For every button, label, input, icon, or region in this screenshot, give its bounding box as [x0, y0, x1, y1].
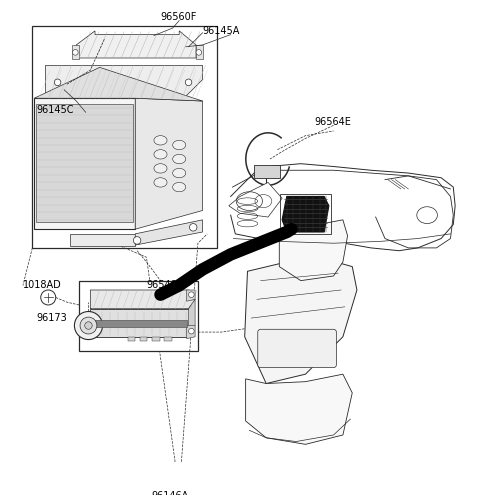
- Bar: [32, 26, 216, 248]
- FancyBboxPatch shape: [258, 329, 336, 368]
- Bar: [93, 320, 187, 327]
- Polygon shape: [196, 45, 203, 59]
- Bar: [152, 337, 159, 342]
- Bar: [254, 165, 280, 178]
- Ellipse shape: [173, 168, 186, 178]
- Circle shape: [189, 328, 194, 334]
- Ellipse shape: [173, 183, 186, 192]
- Bar: [36, 104, 133, 222]
- Bar: [280, 194, 331, 234]
- Circle shape: [185, 79, 192, 86]
- Circle shape: [72, 50, 78, 55]
- Bar: [79, 281, 198, 351]
- Circle shape: [190, 224, 197, 231]
- Ellipse shape: [154, 149, 167, 159]
- Polygon shape: [76, 31, 196, 58]
- Text: 1018AD: 1018AD: [23, 280, 62, 290]
- Circle shape: [189, 292, 194, 297]
- Circle shape: [133, 237, 141, 244]
- Polygon shape: [282, 197, 329, 232]
- Circle shape: [54, 79, 61, 86]
- Text: 96173: 96173: [36, 313, 67, 323]
- Polygon shape: [187, 326, 195, 339]
- Polygon shape: [90, 290, 195, 309]
- Ellipse shape: [154, 136, 167, 145]
- Polygon shape: [46, 65, 203, 98]
- Text: 96540: 96540: [146, 280, 177, 290]
- Circle shape: [41, 290, 56, 305]
- Text: 96146A: 96146A: [151, 491, 188, 495]
- Circle shape: [80, 317, 97, 334]
- Bar: [164, 337, 172, 342]
- Text: 96145C: 96145C: [36, 105, 73, 115]
- Circle shape: [84, 322, 92, 329]
- Polygon shape: [279, 220, 348, 281]
- Bar: [128, 337, 135, 342]
- Polygon shape: [34, 98, 135, 229]
- Polygon shape: [90, 309, 189, 337]
- Circle shape: [74, 311, 103, 340]
- Polygon shape: [187, 290, 195, 301]
- Text: 96564E: 96564E: [315, 117, 352, 127]
- Polygon shape: [70, 234, 135, 246]
- Bar: [140, 337, 147, 342]
- Polygon shape: [135, 98, 203, 229]
- Ellipse shape: [154, 178, 167, 187]
- Ellipse shape: [173, 140, 186, 149]
- Circle shape: [196, 50, 202, 55]
- Ellipse shape: [154, 164, 167, 173]
- Text: 96145A: 96145A: [203, 26, 240, 36]
- Polygon shape: [72, 45, 79, 59]
- Polygon shape: [34, 67, 203, 101]
- Polygon shape: [245, 260, 357, 384]
- Polygon shape: [135, 220, 203, 245]
- Text: 96560F: 96560F: [160, 12, 197, 22]
- Polygon shape: [189, 299, 195, 337]
- Ellipse shape: [173, 154, 186, 164]
- Polygon shape: [229, 183, 282, 217]
- Polygon shape: [246, 374, 352, 445]
